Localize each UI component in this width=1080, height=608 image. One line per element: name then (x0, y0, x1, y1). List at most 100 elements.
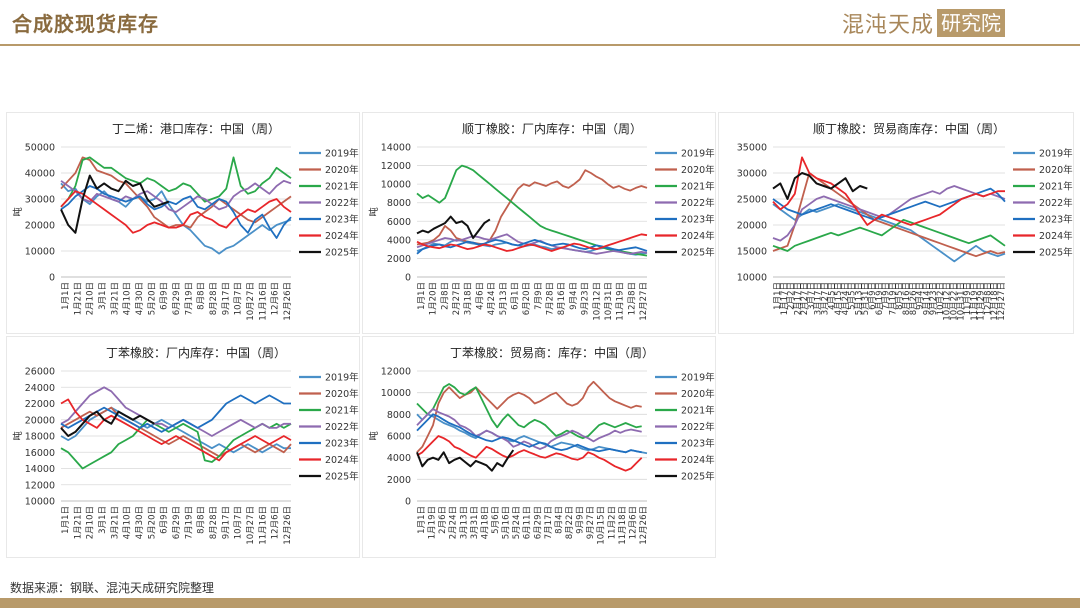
x-tick-label: 11月9日 (963, 282, 973, 315)
y-tick-label: 0 (49, 273, 55, 284)
x-tick-label: 5月20日 (147, 506, 157, 539)
legend-label: 2024年 (681, 454, 715, 466)
series-line-2025年 (416, 449, 515, 472)
series-line-2024年 (60, 398, 292, 462)
x-tick-label: 4月5日 (827, 282, 837, 310)
x-tick-label: 11月2日 (607, 506, 617, 539)
x-tick-label: 4月18日 (480, 506, 490, 539)
x-tick-label: 3月13日 (459, 506, 469, 539)
chart-panel-br-factory: 顺丁橡胶：厂内库存：中国（周） 吨 0 2000 4000 6000 8000 10000 12… (362, 112, 716, 334)
legend-label: 2019年 (681, 148, 715, 160)
x-tick-label: 12月26日 (283, 282, 293, 321)
y-tick-label: 18000 (25, 432, 55, 443)
x-tick-label: 4月30日 (135, 506, 145, 539)
x-tick-label: 9月23日 (929, 282, 939, 315)
legend-label: 2020年 (325, 388, 359, 400)
x-tick-label: 5月16日 (502, 506, 512, 539)
x-tick-label: 1月1日 (61, 506, 71, 534)
chart-panel-butadiene-port: 丁二烯：港口库存：中国（周） 吨 0 10000 20000 30000 40000 5000… (6, 112, 360, 334)
x-tick-label: 3月21日 (110, 282, 120, 315)
chart-svg: 丁苯橡胶：厂内库存：中国（周） 吨 10000 12000 14000 16000 1800… (12, 345, 359, 545)
legend-label: 2019年 (681, 372, 715, 384)
y-tick-label: 4000 (387, 453, 411, 464)
x-tick-label: 5月31日 (861, 282, 871, 315)
legend-label: 2025年 (681, 247, 715, 259)
x-tick-label: 5月13日 (854, 282, 864, 315)
x-tick-label: 10月12日 (943, 282, 953, 321)
series-line-2024年 (416, 435, 643, 472)
x-tick-label: 4月24日 (841, 282, 851, 315)
series-line-2024年 (416, 233, 648, 252)
legend-label: 2023年 (681, 438, 715, 450)
series-line-2024年 (772, 156, 1005, 226)
x-tick-label: 9月17日 (221, 506, 231, 539)
x-tick-label: 9月23日 (581, 282, 591, 315)
series-line-2025年 (772, 172, 868, 200)
chart-title: 丁苯橡胶：贸易商：库存：中国（周） (450, 345, 654, 360)
x-tick-label: 10月31日 (956, 282, 966, 321)
x-tick-label: 12月6日 (271, 506, 281, 539)
chart-panel-sbr-trader: 丁苯橡胶：贸易商：库存：中国（周） 吨 0 2000 4000 6000 8000 10000… (362, 336, 716, 558)
x-tick-label: 5月20日 (147, 282, 157, 315)
series-line-2024年 (60, 190, 292, 234)
x-tick-label: 8月28日 (209, 282, 219, 315)
y-axis-label: 吨 (368, 207, 380, 217)
legend-label: 2023年 (1039, 214, 1073, 226)
x-tick-label: 3月31日 (470, 506, 480, 539)
x-tick-label: 10月12日 (592, 282, 602, 321)
x-tick-label: 6月9日 (160, 506, 170, 534)
x-tick-label: 3月27日 (821, 282, 831, 315)
chart-title: 顺丁橡胶：贸易商库存：中国（周） (813, 121, 1005, 136)
x-tick-label: 5月13日 (499, 282, 509, 315)
chart-panel-br-trader: 顺丁橡胶：贸易商库存：中国（周） 10000 15000 20000 25000 3000… (718, 112, 1074, 334)
x-tick-label: 9月14日 (922, 282, 932, 315)
legend-label: 2020年 (681, 164, 715, 176)
x-tick-label: 9月4日 (569, 282, 579, 310)
x-tick-label: 7月19日 (184, 506, 194, 539)
legend-label: 2021年 (681, 405, 715, 417)
x-tick-label: 10月27日 (246, 282, 256, 321)
x-tick-label: 8月22日 (565, 506, 575, 539)
legend-label: 2024年 (325, 230, 359, 242)
chart-title: 丁苯橡胶：厂内库存：中国（周） (106, 345, 286, 360)
y-tick-label: 10000 (381, 388, 411, 399)
x-tick-label: 4月30日 (135, 282, 145, 315)
y-axis-label: 吨 (368, 431, 380, 441)
y-tick-label: 12000 (25, 480, 55, 491)
footer-bar (0, 598, 1080, 608)
x-tick-label: 10月31日 (604, 282, 614, 321)
legend-label: 2020年 (681, 388, 715, 400)
y-tick-label: 20000 (25, 221, 55, 232)
series-line-2021年 (60, 156, 292, 208)
chart-title: 顺丁橡胶：厂内库存：中国（周） (462, 121, 642, 136)
y-tick-label: 2000 (387, 475, 411, 486)
chart-title: 丁二烯：港口库存：中国（周） (112, 121, 280, 136)
legend-label: 2025年 (681, 471, 715, 483)
legend-label: 2019年 (325, 372, 359, 384)
x-tick-label: 12月27日 (997, 282, 1007, 321)
legend-label: 2020年 (1039, 164, 1073, 176)
y-tick-label: 8000 (387, 198, 411, 209)
legend-label: 2023年 (681, 214, 715, 226)
series-line-2020年 (60, 156, 292, 229)
y-tick-label: 14000 (25, 464, 55, 475)
legend-label: 2021年 (325, 181, 359, 193)
x-tick-label: 3月18日 (464, 282, 474, 315)
logo: 混沌天成 研究院 (842, 8, 1006, 38)
x-tick-label: 8月16日 (902, 282, 912, 315)
series-line-2021年 (416, 164, 648, 257)
x-tick-label: 7月19日 (184, 282, 194, 315)
x-tick-label: 1月20日 (429, 282, 439, 315)
y-tick-label: 20000 (737, 221, 767, 232)
y-tick-label: 25000 (737, 195, 767, 206)
x-tick-label: 10月7日 (234, 282, 244, 315)
x-tick-label: 12月8日 (627, 282, 637, 315)
x-tick-label: 6月11日 (523, 506, 533, 539)
x-tick-label: 11月18日 (618, 506, 628, 545)
y-tick-label: 15000 (737, 247, 767, 258)
x-tick-label: 2月27日 (800, 282, 810, 315)
y-tick-label: 50000 (25, 143, 55, 154)
x-tick-label: 6月20日 (522, 282, 532, 315)
y-tick-label: 4000 (387, 235, 411, 246)
series-line-2022年 (60, 179, 292, 213)
